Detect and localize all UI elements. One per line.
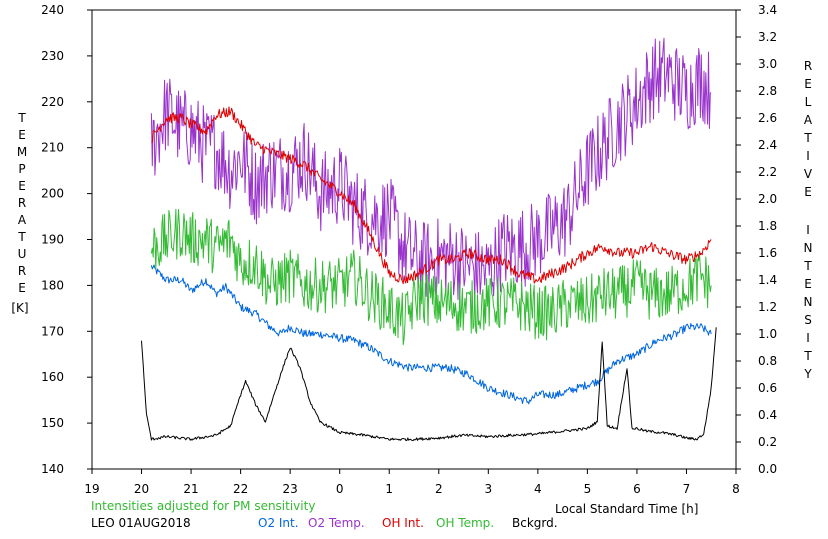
right-tick-label: 2.0 (758, 192, 777, 206)
x-tick-label: 23 (283, 482, 298, 496)
right-tick-label: 1.4 (758, 273, 777, 287)
right-tick-label: 1.2 (758, 300, 777, 314)
right-axis-letter: I (806, 223, 810, 237)
right-tick-label: 1.8 (758, 219, 777, 233)
right-tick-label: 0.2 (758, 435, 777, 449)
legend-o2-int: O2 Int. (258, 516, 299, 530)
x-tick-label: 21 (183, 482, 198, 496)
left-tick-label: 200 (41, 187, 64, 201)
left-tick-label: 190 (41, 233, 64, 247)
right-axis-letter: E (804, 77, 812, 91)
right-axis-letter: S (804, 313, 812, 327)
left-axis-letter: R (18, 264, 26, 278)
legend-bckgrd: Bckgrd. (512, 516, 558, 530)
right-tick-label: 3.4 (758, 3, 777, 17)
left-tick-label: 210 (41, 141, 64, 155)
left-tick-label: 160 (41, 370, 64, 384)
right-tick-label: 0.0 (758, 462, 777, 476)
series-group (141, 37, 717, 442)
left-tick-label: 180 (41, 278, 64, 292)
series-line-oh-temp (150, 208, 712, 346)
right-axis-letter: T (803, 349, 812, 363)
right-axis-letter: N (804, 241, 813, 255)
x-tick-label: 0 (336, 482, 344, 496)
left-axis-letter: T (17, 230, 26, 244)
right-tick-label: 3.2 (758, 30, 777, 44)
x-tick-label: 1 (385, 482, 393, 496)
left-axis-letter: E (18, 281, 26, 295)
sensitivity-note: Intensities adjusted for PM sensitivity (91, 499, 315, 513)
right-tick-label: 0.6 (758, 381, 777, 395)
left-tick-label: 170 (41, 324, 64, 338)
legend-oh-temp: OH Temp. (436, 516, 494, 530)
legend: O2 Int. O2 Temp. OH Int. OH Temp. Bckgrd… (258, 516, 558, 530)
left-axis-letter: A (18, 213, 27, 227)
right-tick-label: 0.4 (758, 408, 777, 422)
left-tick-label: 140 (41, 462, 64, 476)
left-tick-label: 240 (41, 3, 64, 17)
x-tick-label: 5 (584, 482, 592, 496)
left-axis-unit: [K] (11, 301, 28, 315)
left-axis-letter: U (18, 247, 27, 261)
x-axis-label: Local Standard Time [h] (555, 502, 698, 516)
right-tick-label: 2.6 (758, 111, 777, 125)
left-tick-label: 220 (41, 95, 64, 109)
right-axis-letter: L (805, 95, 812, 109)
x-axis-ticks: 19 20 21 22 23 0 1 2 3 4 5 6 7 8 (84, 469, 740, 496)
left-axis-letter: M (17, 145, 27, 159)
right-tick-label: 2.2 (758, 165, 777, 179)
x-tick-label: 4 (534, 482, 542, 496)
right-tick-label: 1.0 (758, 327, 777, 341)
left-axis-letter: E (18, 128, 26, 142)
left-axis-letter: R (18, 196, 26, 210)
series-line-oh-int (151, 106, 712, 285)
x-tick-label: 2 (435, 482, 443, 496)
right-axis-letter: Y (803, 367, 812, 381)
series-line-bckgrd (141, 327, 717, 442)
right-axis-letter: E (804, 185, 812, 199)
right-axis-letter: V (804, 167, 813, 181)
right-axis-letter: T (803, 131, 812, 145)
right-tick-label: 0.8 (758, 354, 777, 368)
x-tick-label: 8 (732, 482, 740, 496)
x-tick-label: 19 (84, 482, 99, 496)
left-axis-ticks: 140 150 160 170 180 190 200 210 220 230 240 (41, 3, 92, 476)
x-tick-label: 20 (134, 482, 149, 496)
right-tick-label: 3.0 (758, 57, 777, 71)
x-tick-label: 22 (233, 482, 248, 496)
right-axis-letter: A (804, 113, 813, 127)
left-tick-label: 230 (41, 49, 64, 63)
right-axis-letter: E (804, 277, 812, 291)
right-tick-label: 1.6 (758, 246, 777, 260)
x-tick-label: 3 (484, 482, 492, 496)
right-axis-letter: I (806, 331, 810, 345)
right-tick-label: 2.4 (758, 138, 777, 152)
left-axis-letter: T (17, 111, 26, 125)
x-tick-label: 6 (633, 482, 641, 496)
left-axis-letter: P (18, 162, 25, 176)
series-line-o2-int (150, 264, 712, 405)
right-axis-ticks: 0.0 0.2 0.4 0.6 0.8 1.0 1.2 1.4 1.6 1.8 2.0 2.2 2.4 2… (736, 3, 777, 476)
x-tick-label: 7 (683, 482, 691, 496)
right-axis-letter: I (806, 149, 810, 163)
right-tick-label: 2.8 (758, 84, 777, 98)
left-tick-label: 150 (41, 416, 64, 430)
right-axis-letter: N (804, 295, 813, 309)
station-label: LEO 01AUG2018 (91, 516, 191, 530)
legend-oh-int: OH Int. (382, 516, 424, 530)
series-line-o2-temp (150, 37, 712, 304)
right-axis-letter: T (803, 259, 812, 273)
legend-o2-temp: O2 Temp. (308, 516, 365, 530)
right-axis-letter: R (804, 59, 812, 73)
left-axis-letter: E (18, 179, 26, 193)
